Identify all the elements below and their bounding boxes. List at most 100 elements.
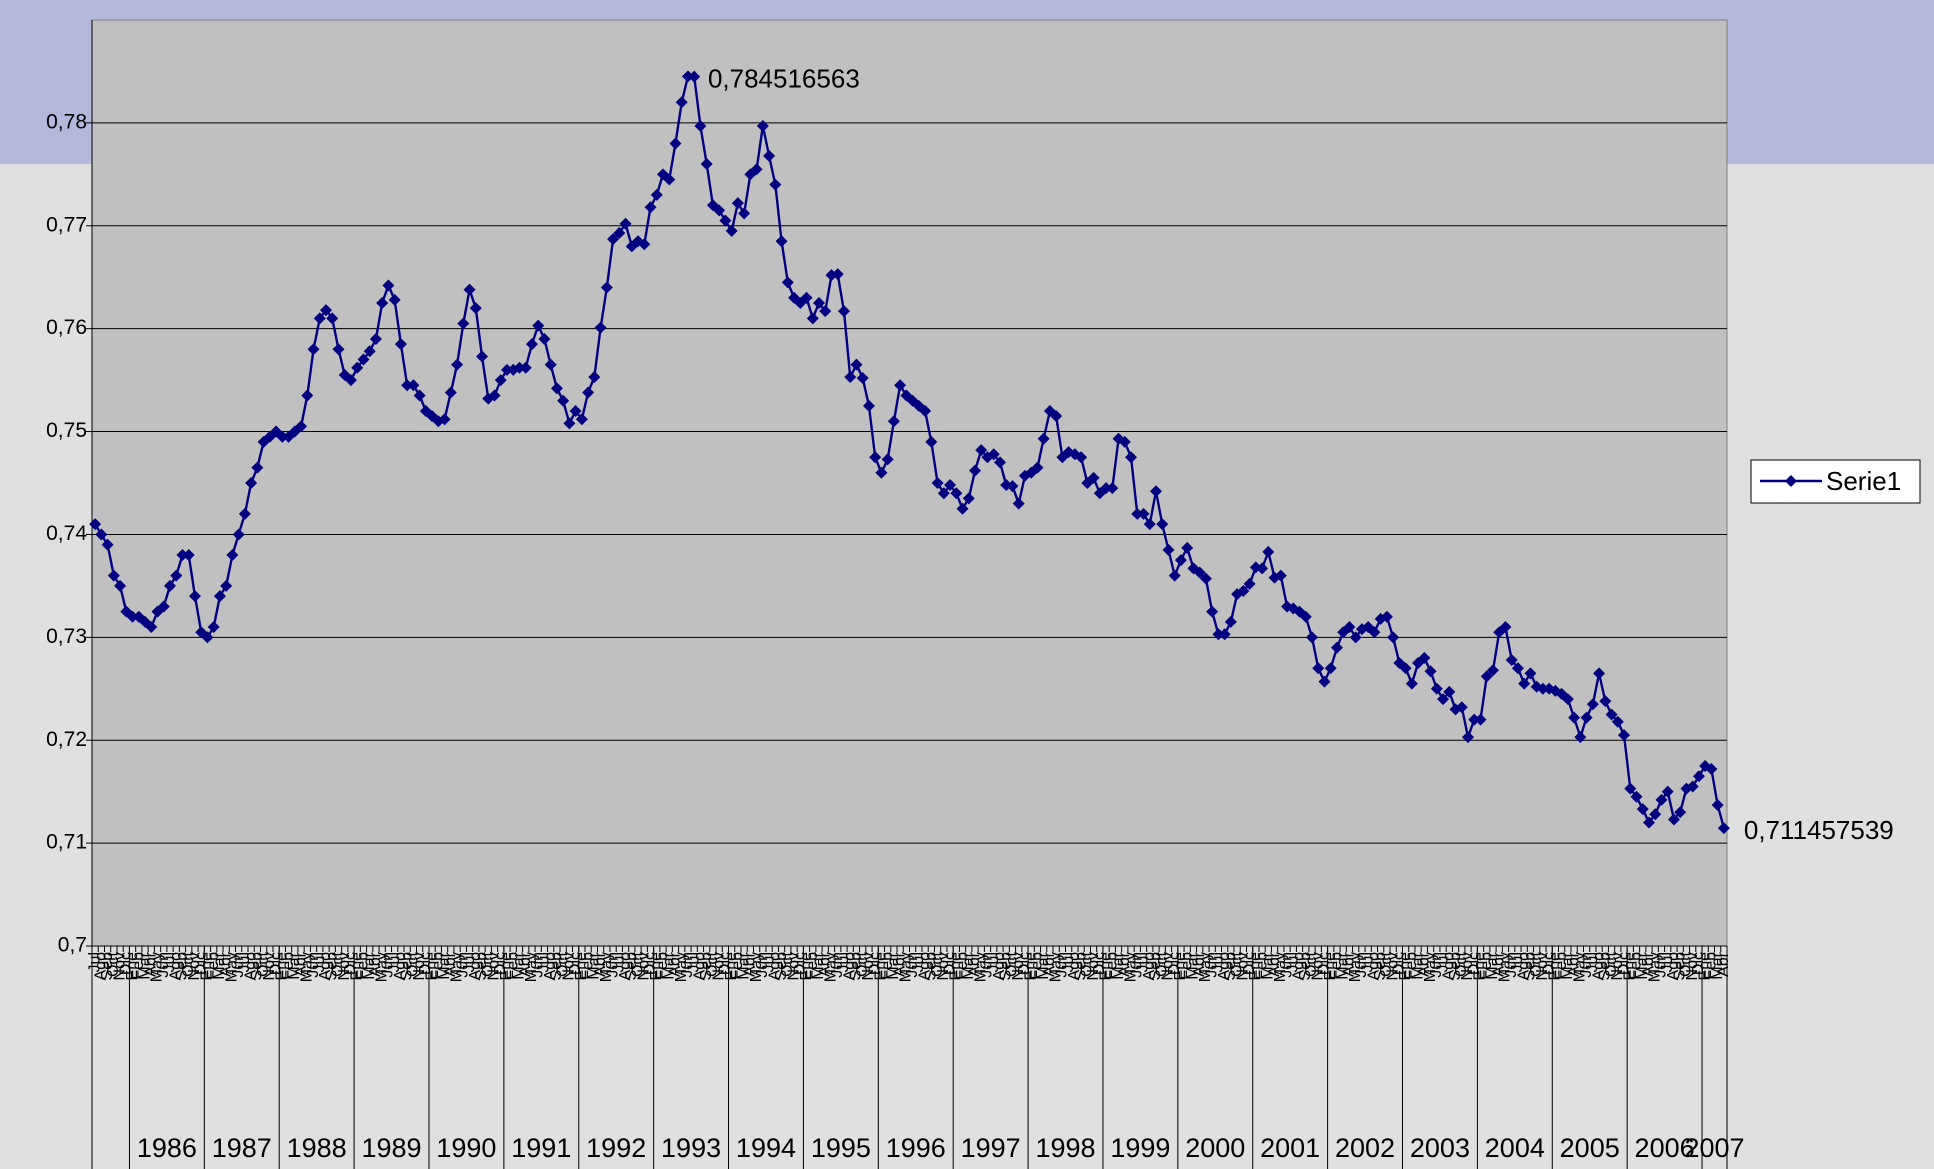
x-tick-label: Mar — [735, 951, 752, 979]
x-tick-label: Oct — [180, 951, 197, 976]
x-tick-label: Sep — [773, 952, 790, 981]
marker — [488, 389, 501, 402]
marker — [1405, 677, 1418, 690]
marker — [1137, 507, 1150, 520]
marker — [1237, 585, 1250, 598]
x-tick-label: Dic — [118, 952, 135, 975]
marker — [1156, 518, 1169, 531]
x-tick-label: Oct — [255, 951, 272, 976]
marker — [538, 332, 551, 345]
x-tick-label: Jun — [904, 952, 921, 978]
x-tick-label: May — [523, 952, 540, 982]
marker — [1455, 701, 1468, 714]
x-tick-label: May — [1197, 952, 1214, 982]
year-label: 1987 — [212, 1133, 272, 1163]
x-tick-label: Jun — [155, 952, 172, 978]
x-tick-label: Dic — [642, 952, 659, 975]
marker — [451, 358, 464, 371]
marker — [376, 296, 389, 309]
x-tick-label: Ago — [1441, 952, 1458, 981]
x-tick-label: Dic — [492, 952, 509, 975]
y-tick-label: 0,77 — [46, 213, 87, 236]
x-tick-label: Nov — [785, 952, 802, 980]
x-tick-label: Sep — [848, 952, 865, 981]
x-tick-label: Nov — [111, 952, 128, 980]
x-tick-label: Mar — [136, 951, 153, 979]
year-label: 2004 — [1485, 1133, 1545, 1163]
x-tick-label: Mar — [511, 951, 528, 979]
marker — [170, 569, 183, 582]
x-tick-label: Ene — [873, 952, 890, 981]
x-tick-label: Dic — [866, 952, 883, 975]
marker — [1618, 729, 1631, 742]
x-tick-label: Sep — [548, 952, 565, 981]
marker — [1193, 566, 1206, 579]
x-tick-label: Jul — [1584, 952, 1601, 972]
x-tick-label: Ene — [348, 952, 365, 981]
marker — [1324, 662, 1337, 675]
marker — [320, 304, 333, 317]
marker — [120, 605, 133, 618]
x-tick-label: Dic — [1540, 952, 1557, 975]
x-tick-label: Abr — [1266, 951, 1283, 977]
x-tick-label: Jul — [311, 952, 328, 972]
x-tick-label: Abr — [966, 951, 983, 977]
marker — [1705, 763, 1718, 776]
x-tick-label: Ago — [1366, 952, 1383, 981]
year-label: 1991 — [511, 1133, 571, 1163]
x-tick-label: Abr — [667, 951, 684, 977]
x-tick-label: Abr — [1191, 951, 1208, 977]
x-tick-label: Abr — [1490, 951, 1507, 977]
x-tick-label: Ene — [648, 952, 665, 981]
marker — [831, 268, 844, 281]
marker — [276, 430, 289, 443]
marker — [1012, 497, 1025, 510]
x-tick-label: Dic — [1465, 952, 1482, 975]
marker — [1505, 653, 1518, 666]
marker — [887, 415, 900, 428]
x-tick-label: Jul — [1135, 952, 1152, 972]
x-tick-label: Nov — [1235, 952, 1252, 980]
x-tick-label: Ago — [1515, 952, 1532, 981]
x-tick-label: Oct — [1153, 951, 1170, 976]
x-tick-label: Nov — [935, 952, 952, 980]
marker — [850, 358, 863, 371]
marker — [594, 321, 607, 334]
marker — [1199, 572, 1212, 585]
x-tick-label: Feb — [1029, 952, 1046, 980]
marker — [251, 461, 264, 474]
marker — [813, 296, 826, 309]
x-tick-label: Dic — [1690, 952, 1707, 975]
marker — [1655, 793, 1668, 806]
y-tick-label: 0,72 — [46, 728, 87, 751]
x-tick-label: May — [1497, 952, 1514, 982]
year-label: 1995 — [811, 1133, 871, 1163]
x-tick-label: Sep — [698, 952, 715, 981]
x-tick-label: Feb — [804, 952, 821, 980]
marker — [301, 389, 314, 402]
x-tick-label: May — [1646, 952, 1663, 982]
x-tick-label: Oct — [1004, 951, 1021, 976]
marker — [332, 343, 345, 356]
year-label: 1996 — [886, 1133, 946, 1163]
marker — [1674, 806, 1687, 819]
marker — [1318, 675, 1331, 688]
x-tick-label: Feb — [1703, 952, 1720, 980]
marker — [1599, 695, 1612, 708]
marker — [1343, 621, 1356, 634]
y-tick-label: 0,73 — [46, 625, 87, 648]
x-tick-label: May — [1122, 952, 1139, 982]
marker — [1149, 485, 1162, 498]
x-tick-label: Nov — [411, 952, 428, 980]
x-tick-label: Jun — [230, 952, 247, 978]
x-tick-label: Dic — [1016, 952, 1033, 975]
marker — [987, 448, 1000, 461]
marker — [969, 464, 982, 477]
x-tick-label: Ene — [498, 952, 515, 981]
marker — [1330, 641, 1343, 654]
x-tick-label: Jul — [536, 952, 553, 972]
marker — [975, 444, 988, 457]
marker — [457, 317, 470, 330]
